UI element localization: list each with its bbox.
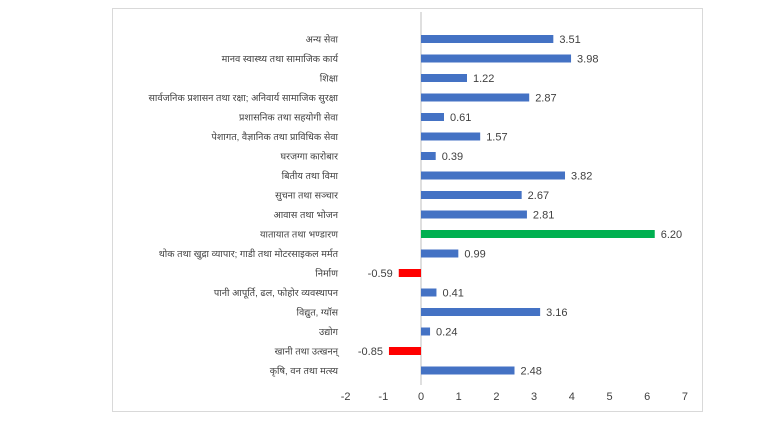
bar (388, 347, 421, 355)
bar (421, 191, 522, 199)
data-label: 6.20 (661, 229, 682, 241)
data-label: 3.16 (546, 307, 567, 319)
category-label: शिक्षा (320, 73, 339, 85)
x-tick-label: 4 (569, 391, 575, 403)
category-label: विद्युत, ग्यॉस (297, 307, 339, 319)
bar (421, 171, 566, 180)
bar (421, 152, 436, 160)
bar (421, 35, 554, 43)
x-tick-label: 0 (418, 391, 424, 403)
bar (421, 230, 655, 238)
x-tick-label: 7 (682, 391, 688, 403)
bar (398, 269, 421, 277)
x-tick-label: 6 (644, 391, 650, 403)
category-label: सुचना तथा सञ्चार (275, 191, 339, 202)
bar (421, 74, 467, 82)
category-label: आवास तथा भोजन (273, 209, 338, 221)
bar (421, 327, 431, 336)
data-label: 3.51 (559, 34, 580, 46)
data-label: 0.39 (442, 151, 463, 163)
data-label: 3.82 (571, 171, 592, 183)
chart-frame (112, 8, 703, 412)
x-tick-label: 3 (531, 391, 537, 403)
category-label: कृषि, वन तथा मत्स्य (270, 365, 339, 377)
x-tick-label: 5 (606, 391, 612, 403)
data-label: 2.67 (528, 190, 549, 202)
x-tick-label: -1 (378, 391, 388, 403)
category-label: बितीय तथा विमा (282, 170, 339, 182)
data-label: 1.57 (486, 132, 507, 144)
x-tick-label: -2 (341, 391, 351, 403)
data-label: 2.87 (535, 93, 556, 105)
bar (421, 249, 459, 258)
bar (421, 366, 515, 375)
category-label: घरजग्गा कारोबार (280, 151, 339, 163)
category-label: पानी आपूर्ति, ढल, फोहोर व्यवस्थापन (214, 287, 339, 299)
data-label: 0.41 (442, 288, 463, 300)
data-label: 0.99 (464, 249, 485, 261)
bar (421, 308, 541, 316)
data-label: 1.22 (473, 73, 494, 85)
data-label: 2.48 (520, 366, 541, 378)
data-label: 0.61 (450, 112, 471, 124)
data-label: -0.85 (358, 346, 383, 358)
category-label: सार्वजनिक प्रशासन तथा रक्षा; अनिवार्य सा… (149, 92, 339, 104)
category-label: उद्योग (319, 326, 339, 338)
bar (421, 210, 527, 219)
x-tick-label: 2 (493, 391, 499, 403)
bar (421, 288, 437, 297)
data-label: 0.24 (436, 327, 457, 339)
bar (421, 132, 481, 141)
category-label: अन्य सेवा (306, 34, 339, 46)
x-tick-label: 1 (456, 391, 462, 403)
bar (421, 93, 530, 102)
category-label: यातायात तथा भण्डारण (260, 230, 338, 241)
bar (421, 113, 444, 121)
category-label: थोक तथा खुद्रा व्यापार; गाडी तथा मोटरसाइ… (159, 248, 339, 260)
category-label: प्रशासनिक तथा सहयोगी सेवा (239, 112, 339, 124)
category-label: निर्माण (315, 268, 338, 280)
bar (421, 54, 572, 63)
data-label: 3.98 (577, 54, 598, 66)
data-label: -0.59 (368, 268, 393, 280)
category-label: मानव स्वास्थ्य तथा सामाजिक कार्य (222, 53, 339, 65)
data-label: 2.81 (533, 210, 554, 222)
category-label: खानी तथा उत्खनन् (275, 346, 340, 358)
category-label: पेशागत, वैज्ञानिक तथा प्राविधिक सेवा (212, 131, 339, 143)
